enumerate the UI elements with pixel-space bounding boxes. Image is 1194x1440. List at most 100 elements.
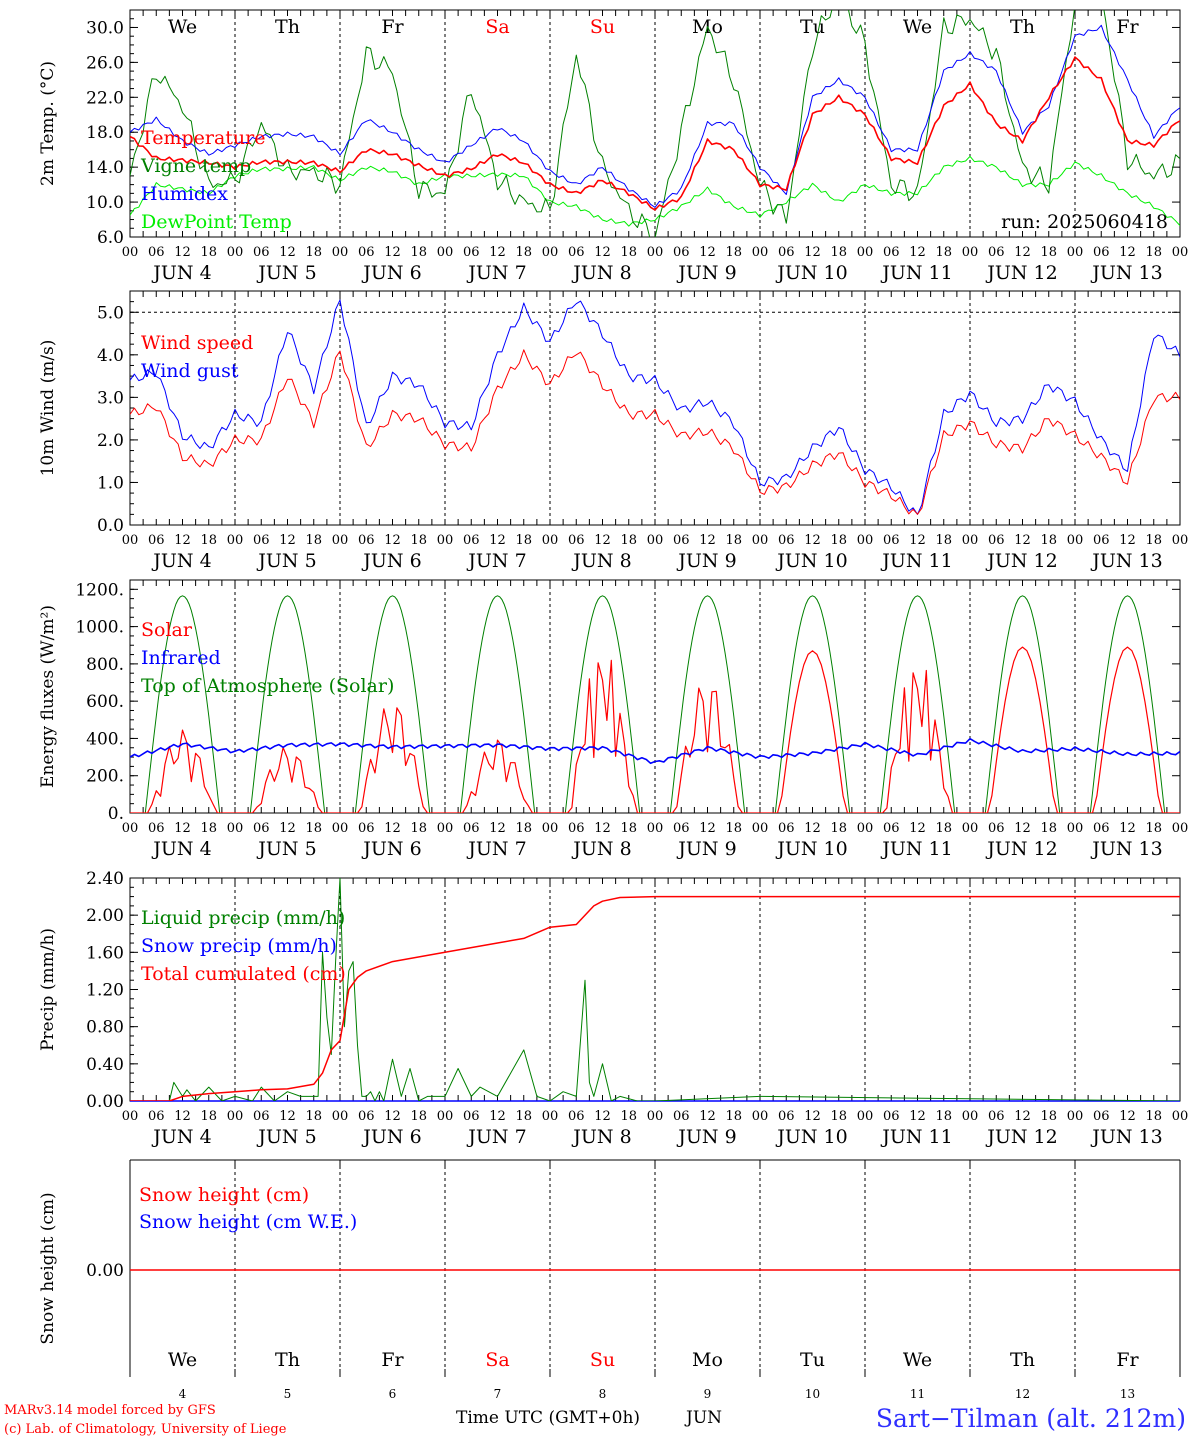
x-tick-label: 00 xyxy=(227,1109,244,1124)
legend-entry: Liquid precip (mm/h) xyxy=(141,907,345,929)
x-tick-label: 00 xyxy=(1172,533,1189,548)
y-tick-label: 30.0 xyxy=(86,18,124,38)
day-number-label: 11 xyxy=(910,1387,925,1401)
y-tick-label: 0.0 xyxy=(97,516,124,536)
y-tick-label: 2.40 xyxy=(86,869,124,889)
x-tick-label: 06 xyxy=(778,821,795,836)
date-label: JUN 5 xyxy=(256,262,316,284)
x-tick-label: 12 xyxy=(174,1109,191,1124)
day-number-label: 13 xyxy=(1120,1387,1135,1401)
y-tick-label: 26.0 xyxy=(86,53,124,73)
y-tick-label: 0.40 xyxy=(86,1055,124,1075)
x-tick-label: 12 xyxy=(174,533,191,548)
y-tick-label: 10.0 xyxy=(86,193,124,213)
x-tick-label: 12 xyxy=(1119,821,1136,836)
x-tick-label: 12 xyxy=(1014,821,1031,836)
x-tick-label: 18 xyxy=(1040,533,1057,548)
x-tick-label: 12 xyxy=(594,821,611,836)
x-tick-label: 18 xyxy=(725,821,742,836)
date-label: JUN 8 xyxy=(571,262,631,284)
x-tick-label: 00 xyxy=(1172,245,1189,260)
x-tick-label: 12 xyxy=(489,245,506,260)
x-tick-label: 06 xyxy=(883,821,900,836)
series-line-infrared xyxy=(130,737,1180,765)
x-tick-label: 00 xyxy=(227,533,244,548)
date-label: JUN 4 xyxy=(151,1126,211,1148)
x-tick-label: 00 xyxy=(542,1109,559,1124)
x-tick-label: 12 xyxy=(699,1109,716,1124)
legend-entry: Snow height (cm) xyxy=(139,1184,309,1206)
x-tick-label: 12 xyxy=(1014,1109,1031,1124)
legend-entry: Total cumulated (cm) xyxy=(141,963,346,985)
x-tick-label: 12 xyxy=(489,821,506,836)
date-label: JUN 6 xyxy=(361,262,421,284)
temperature-panel: 00 06 12 18 JUN 4 00 06 12 18 JUN 5 00 06 12 18 JUN 6 0… xyxy=(38,9,1189,284)
x-tick-label: 18 xyxy=(935,245,952,260)
series-line-temperature xyxy=(130,56,1180,211)
x-tick-label: 06 xyxy=(253,821,270,836)
x-tick-label: 06 xyxy=(568,533,585,548)
date-label: JUN 8 xyxy=(571,550,631,572)
x-tick-label: 18 xyxy=(725,533,742,548)
x-tick-label: 18 xyxy=(1145,245,1162,260)
x-tick-label: 18 xyxy=(305,533,322,548)
date-label: JUN 5 xyxy=(256,838,316,860)
weekday-label: Th xyxy=(275,1349,300,1371)
x-tick-label: 06 xyxy=(253,1109,270,1124)
y-tick-label: 22.0 xyxy=(86,88,124,108)
weekday-label: Fr xyxy=(381,1349,404,1371)
date-label: JUN 7 xyxy=(466,838,526,860)
x-tick-label: 06 xyxy=(568,821,585,836)
x-tick-label: 06 xyxy=(883,1109,900,1124)
day-number-label: 6 xyxy=(389,1387,397,1401)
x-tick-label: 06 xyxy=(778,533,795,548)
x-tick-label: 12 xyxy=(279,245,296,260)
x-tick-label: 00 xyxy=(332,821,349,836)
legend-entry: Humidex xyxy=(141,183,228,205)
x-tick-label: 18 xyxy=(410,1109,427,1124)
x-tick-label: 06 xyxy=(463,533,480,548)
x-tick-label: 18 xyxy=(830,1109,847,1124)
x-tick-label: 00 xyxy=(227,821,244,836)
date-label: JUN 9 xyxy=(676,550,736,572)
date-label: JUN 9 xyxy=(676,262,736,284)
date-label: JUN 4 xyxy=(151,550,211,572)
x-tick-label: 18 xyxy=(200,1109,217,1124)
series-line-solar xyxy=(130,646,1180,813)
x-tick-label: 12 xyxy=(699,533,716,548)
x-tick-label: 00 xyxy=(437,821,454,836)
date-label: JUN 6 xyxy=(361,838,421,860)
y-tick-label: 5.0 xyxy=(97,303,124,323)
x-tick-label: 18 xyxy=(515,821,532,836)
date-label: JUN 4 xyxy=(151,262,211,284)
date-label: JUN 6 xyxy=(361,1126,421,1148)
day-number-label: 12 xyxy=(1015,1387,1030,1401)
x-tick-label: 18 xyxy=(515,1109,532,1124)
x-tick-label: 00 xyxy=(857,1109,874,1124)
x-tick-label: 12 xyxy=(1014,245,1031,260)
y-axis-title: 2m Temp. (°C) xyxy=(38,61,58,186)
x-tick-label: 18 xyxy=(620,533,637,548)
y-tick-label: 3.0 xyxy=(97,388,124,408)
x-tick-label: 18 xyxy=(200,245,217,260)
date-label: JUN 10 xyxy=(775,550,847,572)
x-tick-label: 18 xyxy=(935,1109,952,1124)
x-tick-label: 00 xyxy=(857,821,874,836)
x-tick-label: 12 xyxy=(1014,533,1031,548)
date-label: JUN 11 xyxy=(880,1126,952,1148)
x-tick-label: 18 xyxy=(515,533,532,548)
x-tick-label: 00 xyxy=(122,1109,139,1124)
x-tick-label: 00 xyxy=(962,245,979,260)
x-axis-title: Time UTC (GMT+0h) xyxy=(456,1408,640,1428)
x-tick-label: 00 xyxy=(122,821,139,836)
y-tick-label: 1000. xyxy=(75,618,124,638)
x-tick-label: 12 xyxy=(279,533,296,548)
x-tick-label: 00 xyxy=(857,245,874,260)
x-tick-label: 00 xyxy=(332,245,349,260)
legend-entry: Wind speed xyxy=(141,332,253,354)
x-tick-label: 06 xyxy=(463,245,480,260)
y-tick-label: 0.00 xyxy=(86,1092,124,1112)
legend-entry: Wind gust xyxy=(141,360,239,382)
y-tick-label: 800. xyxy=(86,655,124,675)
legend-entry: Top of Atmosphere (Solar) xyxy=(141,675,394,697)
